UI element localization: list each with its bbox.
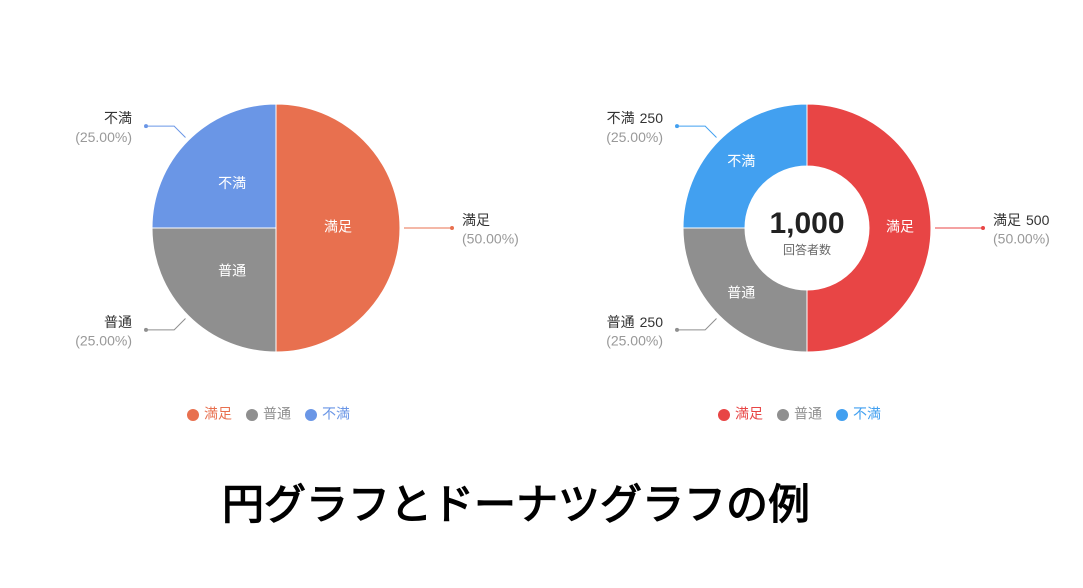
leader-line bbox=[146, 125, 186, 138]
leader-line bbox=[677, 125, 717, 138]
outer-label: 満足 bbox=[462, 212, 490, 228]
legend-label: 不満 bbox=[853, 406, 881, 422]
outer-label: 普通 bbox=[104, 314, 132, 330]
slice bbox=[682, 103, 808, 229]
legend-marker bbox=[246, 409, 258, 421]
slice bbox=[151, 103, 277, 229]
outer-label: 不満 250 bbox=[607, 110, 664, 126]
leader-line bbox=[146, 318, 186, 331]
leader-dot bbox=[450, 226, 454, 230]
outer-label-name: 普通 bbox=[104, 314, 132, 330]
legend-marker bbox=[718, 409, 730, 421]
leader-dot bbox=[144, 124, 148, 129]
slice-label: 普通 bbox=[218, 263, 246, 279]
leader-line bbox=[677, 318, 717, 331]
outer-label: 普通 250 bbox=[607, 314, 664, 330]
outer-label-value: 250 bbox=[640, 110, 664, 126]
outer-label-name: 普通 bbox=[607, 314, 635, 330]
outer-label-percent: (50.00%) bbox=[993, 231, 1050, 247]
slice bbox=[806, 103, 932, 353]
outer-label-name: 満足 bbox=[993, 212, 1021, 228]
total-value: 1,000 bbox=[769, 207, 844, 240]
outer-label-percent: (25.00%) bbox=[75, 129, 132, 145]
slice-label: 満足 bbox=[324, 219, 352, 235]
legend-label: 満足 bbox=[735, 406, 763, 422]
leader-dot bbox=[981, 226, 985, 230]
outer-label-name: 不満 bbox=[607, 110, 635, 126]
slice-label: 満足 bbox=[886, 219, 914, 235]
legend-marker bbox=[305, 409, 317, 421]
page-title: 円グラフとドーナツグラフの例 bbox=[222, 481, 810, 528]
legend-marker bbox=[187, 409, 199, 421]
outer-label-name: 満足 bbox=[462, 212, 490, 228]
outer-label-value: 250 bbox=[640, 314, 664, 330]
outer-label: 不満 bbox=[104, 110, 132, 126]
leader-dot bbox=[675, 124, 679, 129]
legend-marker bbox=[777, 409, 789, 421]
leader-dot bbox=[675, 327, 679, 332]
leader-dot bbox=[144, 327, 148, 332]
outer-label-percent: (25.00%) bbox=[606, 333, 663, 349]
outer-label: 満足 500 bbox=[993, 212, 1050, 228]
legend-marker bbox=[836, 409, 848, 421]
total-caption: 回答者数 bbox=[783, 242, 831, 257]
outer-label-value: 500 bbox=[1026, 212, 1050, 228]
outer-label-name: 不満 bbox=[104, 110, 132, 126]
legend-label: 普通 bbox=[263, 406, 291, 422]
slice-label: 不満 bbox=[727, 153, 755, 169]
slice bbox=[682, 227, 808, 353]
legend-label: 不満 bbox=[322, 406, 350, 422]
outer-label-percent: (25.00%) bbox=[606, 129, 663, 145]
slice bbox=[151, 227, 277, 353]
slice-label: 不満 bbox=[218, 175, 246, 191]
legend-label: 満足 bbox=[204, 406, 232, 422]
slice bbox=[275, 103, 401, 353]
outer-label-percent: (50.00%) bbox=[462, 231, 519, 247]
slice-label: 普通 bbox=[727, 284, 755, 300]
legend-label: 普通 bbox=[794, 406, 822, 422]
outer-label-percent: (25.00%) bbox=[75, 333, 132, 349]
